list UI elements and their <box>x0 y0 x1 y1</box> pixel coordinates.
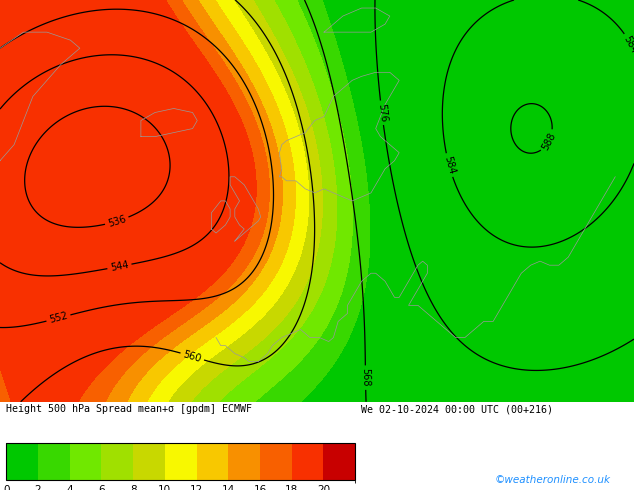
Text: 560: 560 <box>182 349 203 364</box>
Text: 552: 552 <box>48 311 68 325</box>
Text: ©weatheronline.co.uk: ©weatheronline.co.uk <box>495 475 611 485</box>
Text: Height 500 hPa Spread mean+σ [gpdm] ECMWF: Height 500 hPa Spread mean+σ [gpdm] ECMW… <box>6 404 252 414</box>
Text: 568: 568 <box>360 368 371 387</box>
Text: 536: 536 <box>107 214 127 229</box>
Text: 584: 584 <box>442 155 456 175</box>
Text: 576: 576 <box>376 103 388 122</box>
Text: 584: 584 <box>622 34 634 55</box>
Text: 588: 588 <box>540 130 558 151</box>
Text: We 02-10-2024 00:00 UTC (00+216): We 02-10-2024 00:00 UTC (00+216) <box>361 404 553 414</box>
Text: 544: 544 <box>110 260 129 273</box>
